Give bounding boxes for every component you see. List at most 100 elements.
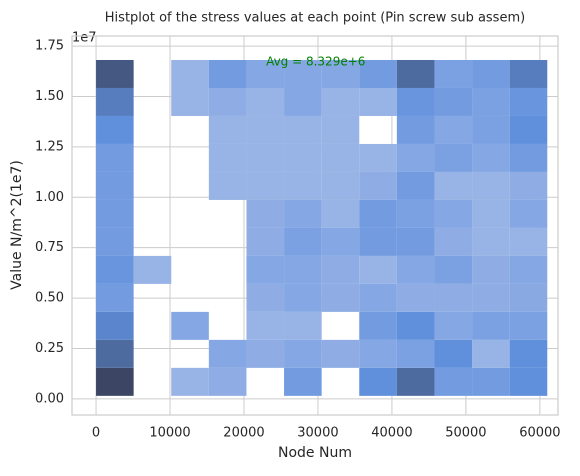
hist-cell — [472, 255, 510, 284]
hist-cell — [171, 172, 209, 200]
hist-cell — [246, 311, 285, 340]
hist-cell — [134, 228, 172, 256]
x-tick-label: 20000 — [223, 426, 264, 441]
hist-cell — [284, 171, 322, 200]
hist-cell — [472, 283, 510, 312]
hist-cell — [171, 367, 209, 396]
hist-cell — [509, 199, 548, 228]
hist-cell — [434, 227, 473, 256]
hist-cell — [434, 283, 473, 312]
hist-cell — [171, 311, 209, 340]
hist-cell — [509, 171, 548, 200]
y-tick-label: 1.00 — [35, 190, 64, 205]
hist-cell — [396, 87, 435, 116]
hist-cell — [284, 59, 322, 88]
y-axis-label: Value N/m^2(1e7) — [9, 160, 25, 290]
hist-cell — [246, 115, 285, 144]
hist-cell — [209, 312, 247, 340]
hist-cell — [133, 255, 172, 284]
y-tick-label: 0.00 — [35, 391, 64, 406]
hist-cell — [396, 59, 435, 88]
hist-cell — [359, 116, 397, 144]
hist-cell — [321, 115, 360, 144]
hist-cell — [246, 199, 285, 228]
hist-cell — [96, 59, 134, 88]
hist-cell — [246, 255, 285, 284]
hist-cell — [359, 311, 397, 340]
hist-cell — [359, 339, 397, 368]
hist-cell — [396, 367, 435, 396]
hist-cell — [246, 283, 285, 312]
hist-cell — [472, 171, 510, 200]
hist-cell — [171, 200, 209, 228]
hist-cell — [434, 143, 473, 172]
hist-cell — [396, 311, 435, 340]
hist-cell — [96, 367, 134, 396]
hist-cell — [434, 171, 473, 200]
hist-cell — [321, 59, 360, 88]
hist-cell — [321, 87, 360, 116]
hist-cell — [96, 87, 134, 116]
hist-cell — [359, 199, 397, 228]
hist-cell — [359, 59, 397, 88]
hist-cell — [472, 87, 510, 116]
hist-cell — [246, 171, 285, 200]
hist-cell — [434, 339, 473, 368]
hist-cell — [208, 115, 247, 144]
hist-cell — [208, 367, 247, 396]
hist-cell — [96, 339, 134, 368]
hist-cell — [96, 283, 134, 312]
hist-cell — [209, 256, 247, 284]
hist-cell — [284, 255, 322, 284]
hist-cell — [96, 143, 134, 172]
hist-cell — [96, 311, 134, 340]
hist-cell — [208, 339, 247, 368]
hist-cell — [434, 59, 473, 88]
hist-cell — [246, 339, 285, 368]
hist-cell — [134, 144, 172, 172]
x-tick-label: 30000 — [297, 426, 338, 441]
annotation: Avg = 8.329e+6 — [266, 55, 365, 69]
hist-cell — [134, 172, 172, 200]
hist-cell — [96, 199, 134, 228]
hist-cell — [396, 255, 435, 284]
hist-cell — [509, 311, 548, 340]
hist-cell — [284, 115, 322, 144]
hist-cell — [171, 59, 209, 88]
hist-cell — [509, 115, 548, 144]
hist-cell — [321, 199, 360, 228]
hist-cell — [396, 339, 435, 368]
hist-cell — [96, 171, 134, 200]
hist-cell — [396, 283, 435, 312]
hist-cell — [509, 143, 548, 172]
hist-cell — [209, 200, 247, 228]
hist-cell — [359, 171, 397, 200]
hist-cell — [396, 199, 435, 228]
hist-cell — [396, 227, 435, 256]
hist-cell — [208, 171, 247, 200]
hist-cell — [509, 367, 548, 396]
hist-cell — [509, 339, 548, 368]
hist-cell — [171, 144, 209, 172]
hist-cell — [434, 115, 473, 144]
hist-cell — [284, 367, 322, 396]
hist-cell — [134, 340, 172, 368]
hist-cell — [321, 339, 360, 368]
hist-cell — [396, 171, 435, 200]
hist-cell — [171, 228, 209, 256]
hist-cell — [246, 59, 285, 88]
hist-cell — [321, 255, 360, 284]
hist-cell — [396, 143, 435, 172]
y-tick-label: 0.50 — [35, 291, 64, 306]
hist-cell — [284, 283, 322, 312]
hist-cell — [284, 227, 322, 256]
hist-cell — [134, 312, 172, 340]
hist-cell — [208, 87, 247, 116]
hist-cell — [472, 199, 510, 228]
hist-cell — [208, 143, 247, 172]
hist-cell — [321, 143, 360, 172]
hist-cell — [359, 143, 397, 172]
hist-cell — [509, 255, 548, 284]
